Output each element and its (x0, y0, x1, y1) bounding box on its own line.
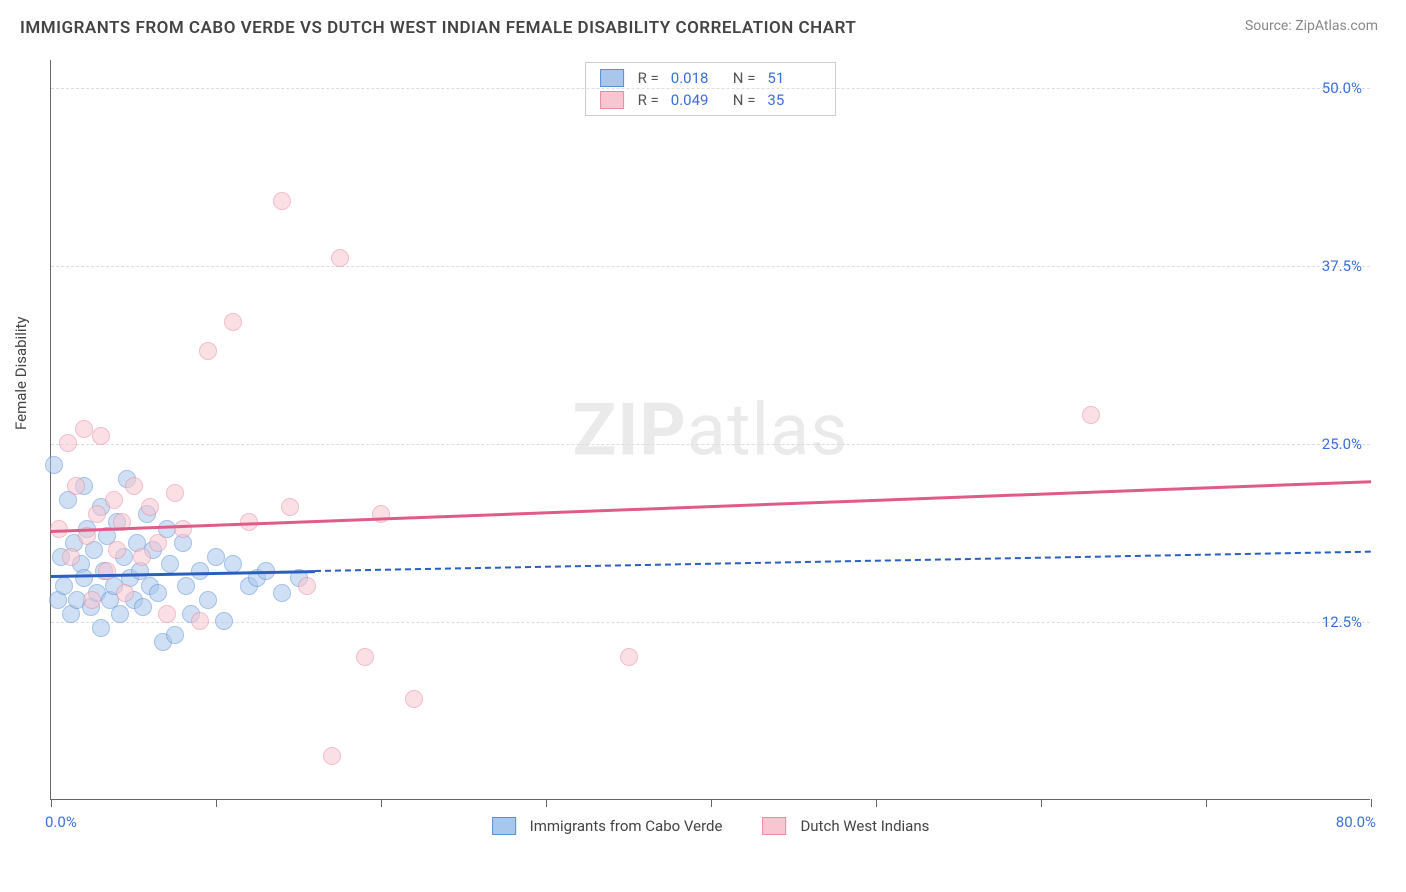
x-tick (381, 799, 382, 807)
scatter-point-series-2 (75, 420, 93, 438)
scatter-point-series-1 (75, 569, 93, 587)
scatter-point-series-2 (133, 548, 151, 566)
scatter-point-series-2 (199, 342, 217, 360)
r-value-2: 0.049 (671, 91, 725, 109)
scatter-point-series-2 (92, 427, 110, 445)
regression-line-series-1-dashed (315, 551, 1371, 572)
scatter-point-series-2 (98, 562, 116, 580)
series-legend-item-1: Immigrants from Cabo Verde (492, 817, 723, 835)
scatter-point-series-1 (199, 591, 217, 609)
x-axis-max-label: 80.0% (1336, 813, 1376, 831)
gridline (51, 622, 1370, 623)
source-attribution: Source: ZipAtlas.com (1245, 18, 1378, 34)
scatter-point-series-2 (372, 505, 390, 523)
n-value-2: 35 (767, 91, 821, 109)
n-label-1: N = (733, 69, 756, 87)
scatter-point-series-1 (55, 577, 73, 595)
r-label-1: R = (638, 69, 659, 87)
scatter-point-series-2 (105, 491, 123, 509)
correlation-legend-row-2: R = 0.049 N = 35 (600, 89, 822, 111)
scatter-point-series-2 (59, 434, 77, 452)
scatter-point-series-2 (224, 313, 242, 331)
chart-title: IMMIGRANTS FROM CABO VERDE VS DUTCH WEST… (20, 18, 856, 38)
y-tick-label: 25.0% (1322, 435, 1362, 453)
scatter-point-series-1 (207, 548, 225, 566)
scatter-point-series-2 (273, 192, 291, 210)
n-value-1: 51 (767, 69, 821, 87)
scatter-point-series-2 (108, 541, 126, 559)
scatter-point-series-2 (331, 249, 349, 267)
scatter-point-series-2 (88, 505, 106, 523)
y-tick-label: 37.5% (1322, 257, 1362, 275)
x-tick (1371, 799, 1372, 807)
scatter-point-series-1 (177, 577, 195, 595)
scatter-point-series-1 (273, 584, 291, 602)
x-axis-min-label: 0.0% (45, 813, 77, 831)
scatter-point-series-1 (166, 626, 184, 644)
scatter-point-series-1 (149, 584, 167, 602)
x-tick (216, 799, 217, 807)
swatch-series-1 (600, 69, 624, 87)
scatter-point-series-2 (174, 520, 192, 538)
x-tick (1206, 799, 1207, 807)
gridline (51, 444, 1370, 445)
regression-line-series-2 (51, 480, 1371, 532)
series-legend: Immigrants from Cabo Verde Dutch West In… (492, 817, 930, 835)
gridline (51, 88, 1370, 89)
scatter-point-series-2 (405, 690, 423, 708)
x-tick (876, 799, 877, 807)
x-tick (546, 799, 547, 807)
scatter-point-series-1 (92, 619, 110, 637)
scatter-point-series-2 (356, 648, 374, 666)
scatter-point-series-2 (149, 534, 167, 552)
watermark: ZIPatlas (573, 387, 849, 472)
x-tick (1041, 799, 1042, 807)
scatter-point-series-2 (620, 648, 638, 666)
x-tick (711, 799, 712, 807)
scatter-point-series-2 (158, 605, 176, 623)
watermark-zip: ZIP (573, 387, 687, 472)
scatter-point-series-2 (281, 498, 299, 516)
swatch-series-2 (600, 91, 624, 109)
scatter-point-series-2 (62, 548, 80, 566)
scatter-point-series-1 (45, 456, 63, 474)
scatter-point-series-2 (116, 584, 134, 602)
swatch-bottom-1 (492, 817, 516, 835)
scatter-point-series-1 (215, 612, 233, 630)
r-value-1: 0.018 (671, 69, 725, 87)
scatter-point-series-2 (83, 591, 101, 609)
correlation-legend-row-1: R = 0.018 N = 51 (600, 67, 822, 89)
scatter-point-series-2 (67, 477, 85, 495)
scatter-point-series-1 (224, 555, 242, 573)
swatch-bottom-2 (762, 817, 786, 835)
watermark-atlas: atlas (687, 387, 849, 472)
scatter-point-series-2 (141, 498, 159, 516)
scatter-point-series-1 (161, 555, 179, 573)
chart-container: IMMIGRANTS FROM CABO VERDE VS DUTCH WEST… (0, 0, 1406, 892)
scatter-point-series-2 (1082, 406, 1100, 424)
series-legend-label-1: Immigrants from Cabo Verde (530, 817, 723, 835)
scatter-point-series-2 (323, 747, 341, 765)
scatter-point-series-2 (191, 612, 209, 630)
n-label-2: N = (733, 91, 756, 109)
x-tick (51, 799, 52, 807)
series-legend-item-2: Dutch West Indians (762, 817, 929, 835)
r-label-2: R = (638, 91, 659, 109)
scatter-point-series-2 (125, 477, 143, 495)
plot-area: ZIPatlas R = 0.018 N = 51 R = 0.049 N = … (50, 60, 1370, 800)
scatter-point-series-1 (134, 598, 152, 616)
series-legend-label-2: Dutch West Indians (800, 817, 929, 835)
y-axis-label: Female Disability (12, 317, 30, 431)
scatter-point-series-2 (166, 484, 184, 502)
scatter-point-series-1 (111, 605, 129, 623)
y-tick-label: 12.5% (1322, 613, 1362, 631)
y-tick-label: 50.0% (1322, 79, 1362, 97)
scatter-point-series-2 (298, 577, 316, 595)
gridline (51, 266, 1370, 267)
